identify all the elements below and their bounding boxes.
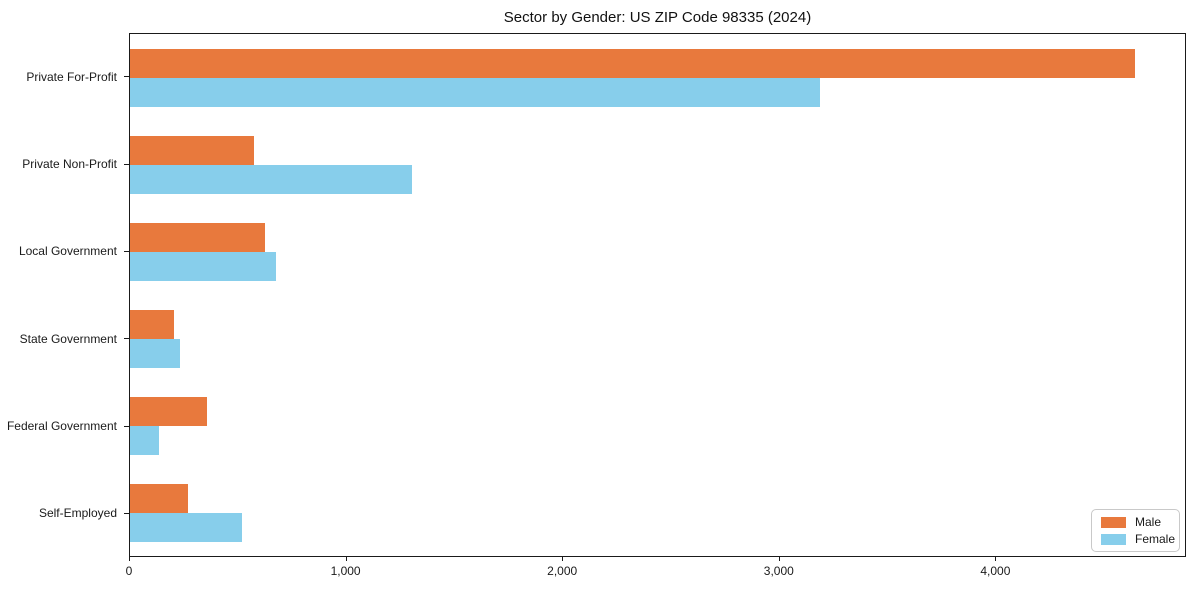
x-tick	[129, 557, 130, 561]
y-tick	[124, 338, 129, 340]
y-axis-labels: Private For-Profit Private Non-Profit Loca…	[0, 33, 129, 557]
x-tick-label: 1,000	[330, 564, 361, 578]
x-tick	[562, 557, 564, 561]
category-label: Private Non-Profit	[22, 157, 117, 171]
plot-row	[130, 121, 1185, 208]
bar-male	[130, 309, 175, 339]
plot-row	[130, 382, 1185, 469]
x-tick-label: 2,000	[547, 564, 578, 578]
x-tick	[778, 557, 780, 561]
x-tick-label: 0	[125, 564, 133, 578]
bar-female	[130, 512, 243, 542]
bar-female	[130, 164, 413, 194]
category-label: Federal Government	[6, 419, 117, 433]
plot-row	[130, 469, 1185, 556]
x-tick-label: 4,000	[980, 564, 1011, 578]
category-label: Private For-Profit	[26, 69, 117, 84]
legend-item-female: Female	[1101, 533, 1175, 545]
y-tick	[124, 76, 129, 78]
legend-label-male: Male	[1135, 515, 1162, 529]
plot-area	[129, 33, 1186, 557]
bar-male	[130, 396, 207, 426]
plot-row	[130, 208, 1185, 295]
x-tick-label: 3,000	[763, 564, 794, 578]
x-axis: 0 1,000 2,000 3,000 4,000	[125, 557, 1186, 589]
bar-female	[130, 338, 180, 368]
plot-row	[130, 34, 1185, 121]
bar-male	[130, 483, 189, 513]
bar-female	[130, 77, 820, 107]
y-tick	[124, 425, 129, 427]
bar-female	[130, 251, 276, 281]
category-label: Self-Employed	[38, 506, 117, 521]
bar-male	[130, 222, 266, 252]
bar-male	[130, 135, 255, 165]
plot-row	[130, 295, 1185, 382]
x-tick	[345, 557, 347, 561]
male-swatch-icon	[1101, 516, 1126, 528]
legend: Male Female	[1091, 509, 1180, 552]
x-tick	[995, 557, 997, 561]
y-tick	[124, 163, 129, 165]
category-label: Local Government	[18, 244, 117, 259]
y-tick	[124, 250, 129, 252]
legend-item-male: Male	[1101, 516, 1170, 528]
chart-title: Sector by Gender: US ZIP Code 98335 (202…	[503, 9, 812, 26]
bar-female	[130, 425, 160, 455]
legend-label-female: Female	[1135, 532, 1176, 546]
category-label: State Government	[19, 331, 117, 346]
female-swatch-icon	[1101, 533, 1126, 545]
y-tick	[124, 512, 129, 514]
bar-male	[130, 48, 1136, 78]
